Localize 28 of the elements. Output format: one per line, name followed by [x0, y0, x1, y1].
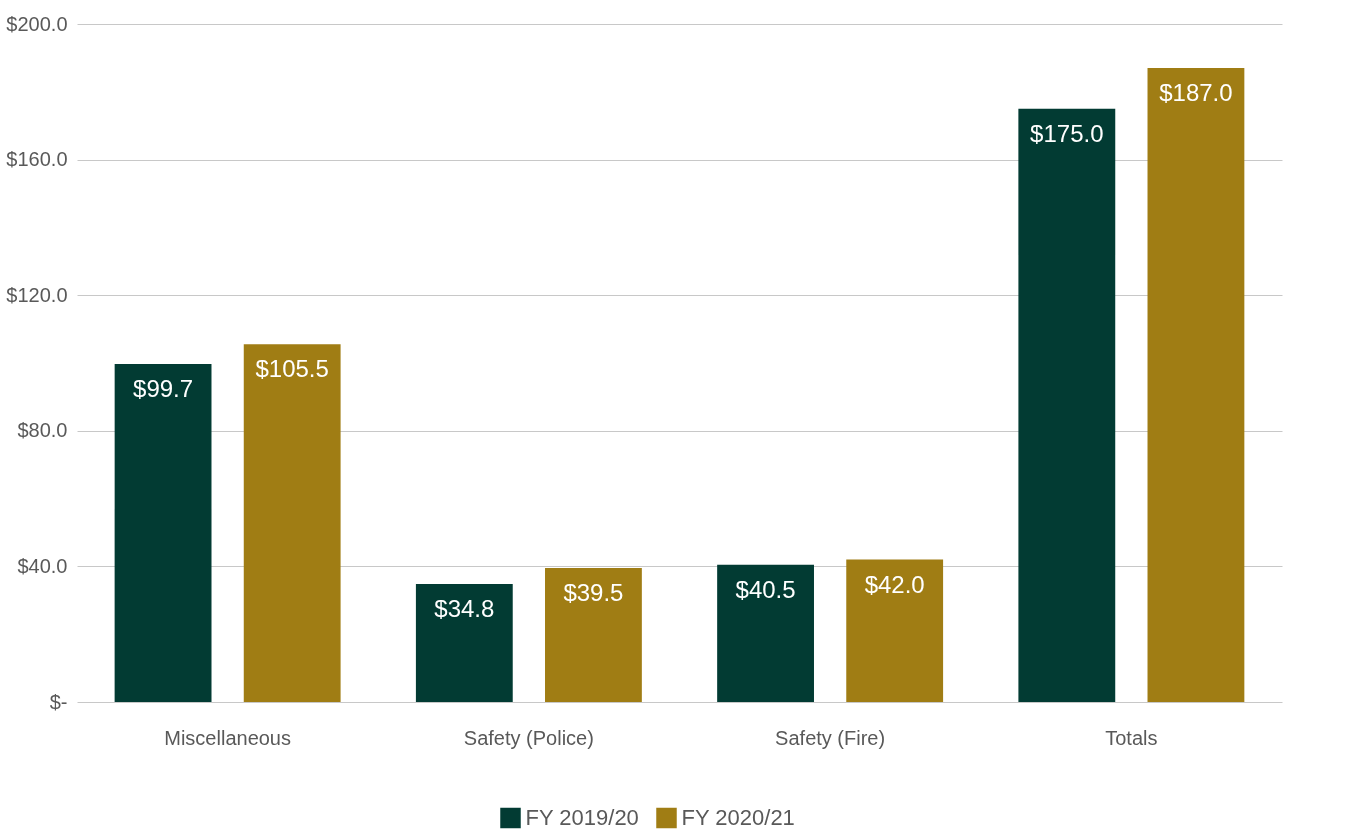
bar [415, 584, 513, 702]
bar [717, 564, 814, 702]
x-tick-label: Miscellaneous [164, 726, 291, 749]
y-tick-label: $200.0 [6, 12, 68, 35]
data-label: $175.0 [1030, 119, 1104, 147]
bar [846, 559, 944, 702]
legend-label: FY 2019/20 [525, 805, 639, 830]
bar [114, 364, 212, 702]
data-label: $39.5 [563, 579, 624, 607]
data-label: $40.5 [735, 575, 796, 603]
x-tick-label: Totals [1105, 726, 1158, 749]
data-label: $99.7 [133, 375, 194, 403]
y-tick-label: $80.0 [17, 419, 68, 442]
y-tick-label: $160.0 [6, 148, 68, 171]
bar [1018, 108, 1116, 702]
data-label: $42.0 [864, 570, 925, 598]
y-tick-label: $120.0 [6, 283, 68, 306]
bar [243, 344, 341, 702]
legend-label: FY 2020/21 [681, 805, 795, 830]
x-tick-label: Safety (Police) [463, 726, 594, 749]
y-tick-label: $40.0 [17, 554, 68, 577]
data-label: $187.0 [1159, 79, 1233, 107]
bar [1147, 68, 1245, 702]
y-tick-label: $- [49, 690, 68, 713]
bar [545, 568, 642, 702]
data-label: $105.5 [255, 355, 329, 383]
x-tick-label: Safety (Fire) [775, 726, 886, 749]
data-label: $34.8 [434, 595, 495, 623]
